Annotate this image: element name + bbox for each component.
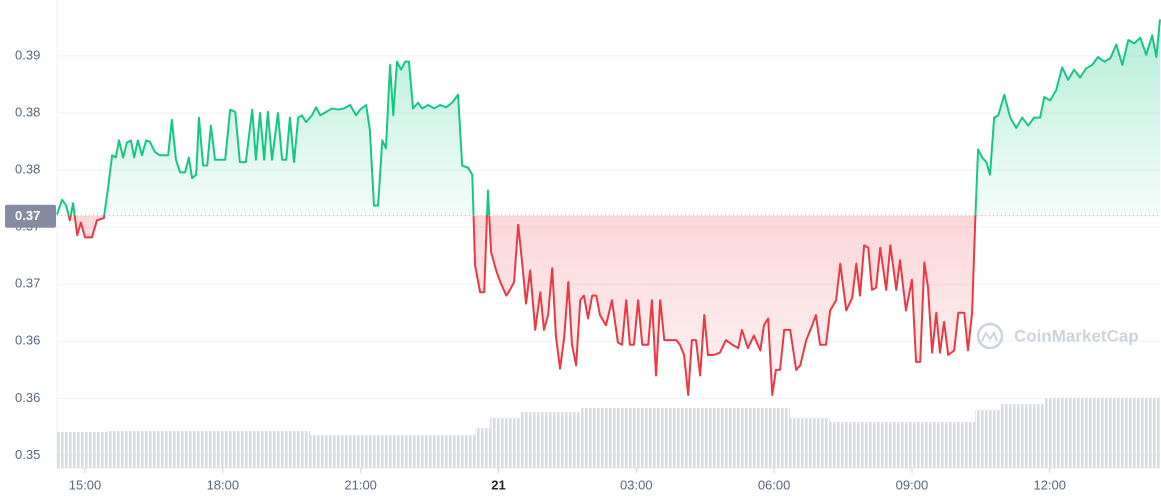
x-tick-label: 12:00	[1033, 477, 1066, 492]
watermark-text: CoinMarketCap	[1014, 326, 1139, 345]
watermark-logo-mark	[981, 330, 998, 342]
x-tick-label: 15:00	[69, 477, 102, 492]
y-tick-label: 0.39	[15, 47, 40, 62]
x-tick-label: 09:00	[896, 477, 929, 492]
x-tick-label: 03:00	[620, 477, 653, 492]
y-tick-label: 0.35	[15, 447, 40, 462]
y-tick-label: 0.38	[15, 162, 40, 177]
y-tick-label: 0.37	[15, 276, 40, 291]
volume-bars	[57, 398, 1160, 468]
x-tick-label: 21:00	[344, 477, 377, 492]
reference: 0.37	[5, 204, 1160, 228]
y-tick-label: 0.36	[15, 390, 40, 405]
reference-badge	[5, 204, 56, 228]
y-tick-label: 0.38	[15, 104, 40, 119]
x-tick-label: 21	[491, 477, 505, 492]
watermark-logo	[976, 322, 1004, 350]
price-line	[56, 19, 1161, 396]
x-tick-label: 18:00	[207, 477, 240, 492]
price-area	[57, 19, 1160, 395]
x-tick-label: 06:00	[758, 477, 791, 492]
plot	[56, 19, 1161, 396]
reference-label: 0.37	[15, 208, 40, 223]
y-tick-label: 0.36	[15, 333, 40, 348]
watermark: CoinMarketCap	[976, 322, 1139, 350]
